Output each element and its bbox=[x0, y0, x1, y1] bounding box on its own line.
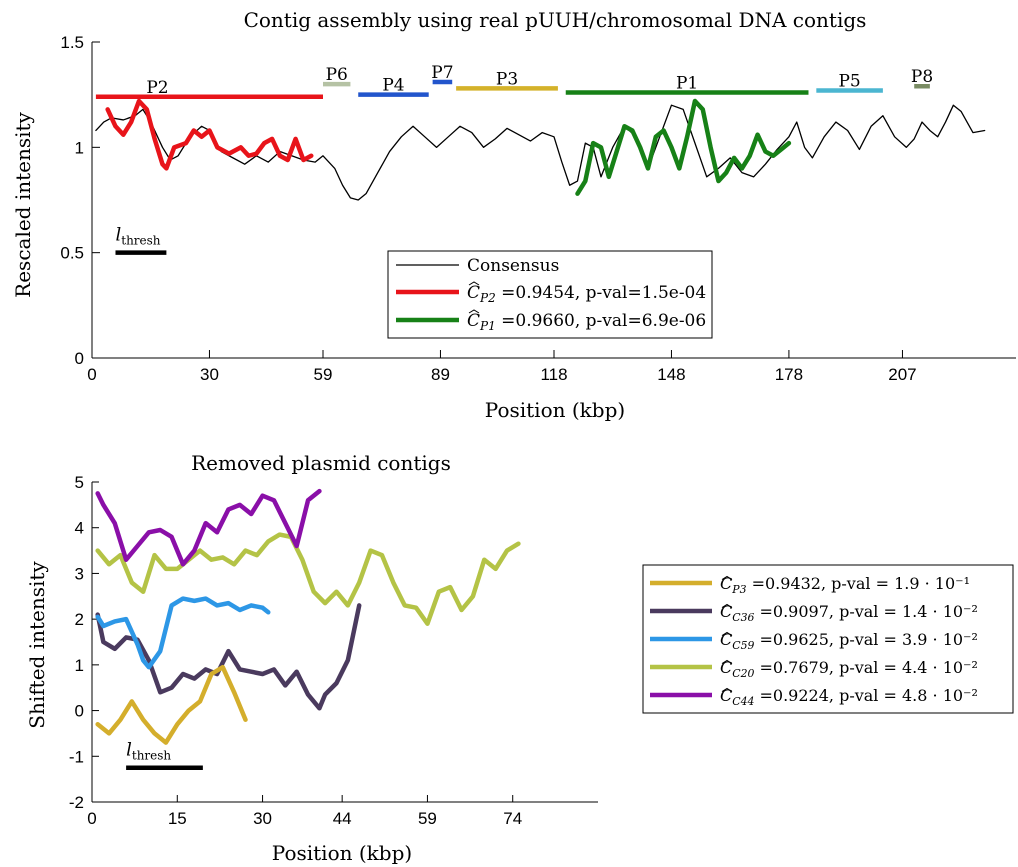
top-x-tick-label: 207 bbox=[888, 365, 916, 384]
top-contig-label-p7: P7 bbox=[431, 63, 453, 83]
bottom-series-line-4 bbox=[95, 488, 322, 567]
top-x-tick-label: 118 bbox=[540, 365, 567, 384]
bottom-y-tick-label: 0 bbox=[75, 702, 84, 721]
bottom-x-tick-label: 74 bbox=[503, 809, 522, 828]
bottom-series-line-1 bbox=[95, 603, 362, 711]
bottom-legend-label-3-hat bbox=[721, 659, 733, 664]
top-y-axis-label: Rescaled intensity bbox=[11, 111, 35, 297]
bottom-y-tick-label: 3 bbox=[75, 564, 84, 583]
top-legend-label-consensus: Consensus bbox=[467, 256, 559, 276]
top-contig-label-p2: P2 bbox=[146, 78, 168, 98]
top-contig-label-p6: P6 bbox=[326, 65, 348, 85]
bottom-legend: CP3 =0.9432, p-val = 1.9 · 10⁻¹ CC36 =0.9… bbox=[642, 564, 1014, 714]
bottom-series-line-3 bbox=[95, 532, 521, 626]
top-plot-area: 0 30 59 89 118 148 178 207 0 0.5 1 1.5 lthresh P2 P6 P4… bbox=[60, 33, 1016, 384]
bottom-x-tick-label: 30 bbox=[253, 809, 272, 828]
top-series-line-consensus bbox=[95, 104, 986, 201]
bottom-x-axis-label: Position (kbp) bbox=[272, 841, 412, 865]
bottom-legend-label-3: CC20 =0.7679, p-val = 4.4 · 10⁻² bbox=[720, 658, 978, 680]
top-legend-label-p1: CP1 =0.9660, p-val=6.9e-06 bbox=[467, 311, 706, 333]
top-y-tick-label: 1.5 bbox=[60, 33, 84, 52]
bottom-y-tick-label: -2 bbox=[69, 793, 84, 812]
top-contig-label-p3: P3 bbox=[496, 69, 518, 89]
bottom-y-tick-label: 1 bbox=[75, 656, 84, 675]
bottom-legend-label-1-hat bbox=[721, 603, 733, 608]
top-x-tick-label: 178 bbox=[775, 365, 803, 384]
bottom-x-tick-label: 15 bbox=[168, 809, 187, 828]
top-panel: Contig assembly using real pUUH/chromoso… bbox=[11, 8, 1016, 422]
bottom-threshold-label: lthresh bbox=[126, 740, 171, 763]
bottom-legend-label-2: CC59 =0.9625, p-val = 3.9 · 10⁻² bbox=[720, 630, 978, 652]
top-legend: Consensus CP2 =0.9454, p-val=1.5e-04 CP1… bbox=[387, 250, 713, 339]
top-x-tick-label: 59 bbox=[314, 365, 333, 384]
bottom-plot-area: 0 15 30 44 59 74 -2 -1 0 1 2 3 4 5 lthresh bbox=[69, 473, 598, 828]
top-x-tick-label: 148 bbox=[657, 365, 685, 384]
top-chart-title: Contig assembly using real pUUH/chromoso… bbox=[244, 8, 867, 32]
bottom-x-tick-label: 59 bbox=[418, 809, 437, 828]
top-legend-hat-p1 bbox=[468, 309, 480, 314]
top-x-tick-label: 30 bbox=[200, 365, 219, 384]
top-contig-label-p8: P8 bbox=[911, 67, 933, 87]
top-contig-label-p5: P5 bbox=[838, 71, 860, 91]
bottom-legend-label-0: CP3 =0.9432, p-val = 1.9 · 10⁻¹ bbox=[720, 574, 970, 596]
bottom-legend-label-2-hat bbox=[721, 631, 733, 636]
top-y-tick-label: 1 bbox=[75, 138, 84, 157]
top-series-line-p1 bbox=[575, 98, 792, 196]
top-threshold-label: lthresh bbox=[115, 225, 160, 248]
bottom-series-line-2 bbox=[95, 596, 271, 670]
bottom-y-axis-label: Shifted intensity bbox=[25, 561, 49, 729]
top-legend-hat-p2 bbox=[468, 281, 480, 286]
top-x-tick-label: 89 bbox=[431, 365, 450, 384]
bottom-y-tick-label: 5 bbox=[75, 473, 84, 492]
bottom-y-tick-label: -1 bbox=[69, 747, 84, 766]
bottom-legend-label-1: CC36 =0.9097, p-val = 1.4 · 10⁻² bbox=[720, 602, 978, 624]
top-series-line-p2 bbox=[105, 98, 314, 171]
bottom-series-line-0 bbox=[95, 664, 248, 745]
top-legend-label-p2: CP2 =0.9454, p-val=1.5e-04 bbox=[467, 283, 706, 305]
bottom-x-tick-label: 44 bbox=[333, 809, 352, 828]
top-y-tick-label: 0.5 bbox=[60, 244, 84, 263]
bottom-y-tick-label: 2 bbox=[75, 610, 84, 629]
top-contig-label-p1: P1 bbox=[676, 74, 698, 94]
bottom-legend-label-0-hat bbox=[721, 575, 733, 580]
bottom-chart-title: Removed plasmid contigs bbox=[191, 451, 451, 475]
top-x-axis-label: Position (kbp) bbox=[485, 398, 625, 422]
top-contig-label-p4: P4 bbox=[382, 76, 404, 96]
top-y-tick-label: 0 bbox=[75, 349, 84, 368]
bottom-y-tick-label: 4 bbox=[75, 519, 84, 538]
bottom-panel: Removed plasmid contigs Shifted intensit… bbox=[25, 451, 1014, 865]
bottom-legend-label-4-hat bbox=[721, 687, 733, 692]
top-x-tick-label: 0 bbox=[87, 365, 96, 384]
bottom-legend-label-4: CC44 =0.9224, p-val = 4.8 · 10⁻² bbox=[720, 686, 978, 708]
bottom-x-tick-label: 0 bbox=[87, 809, 96, 828]
